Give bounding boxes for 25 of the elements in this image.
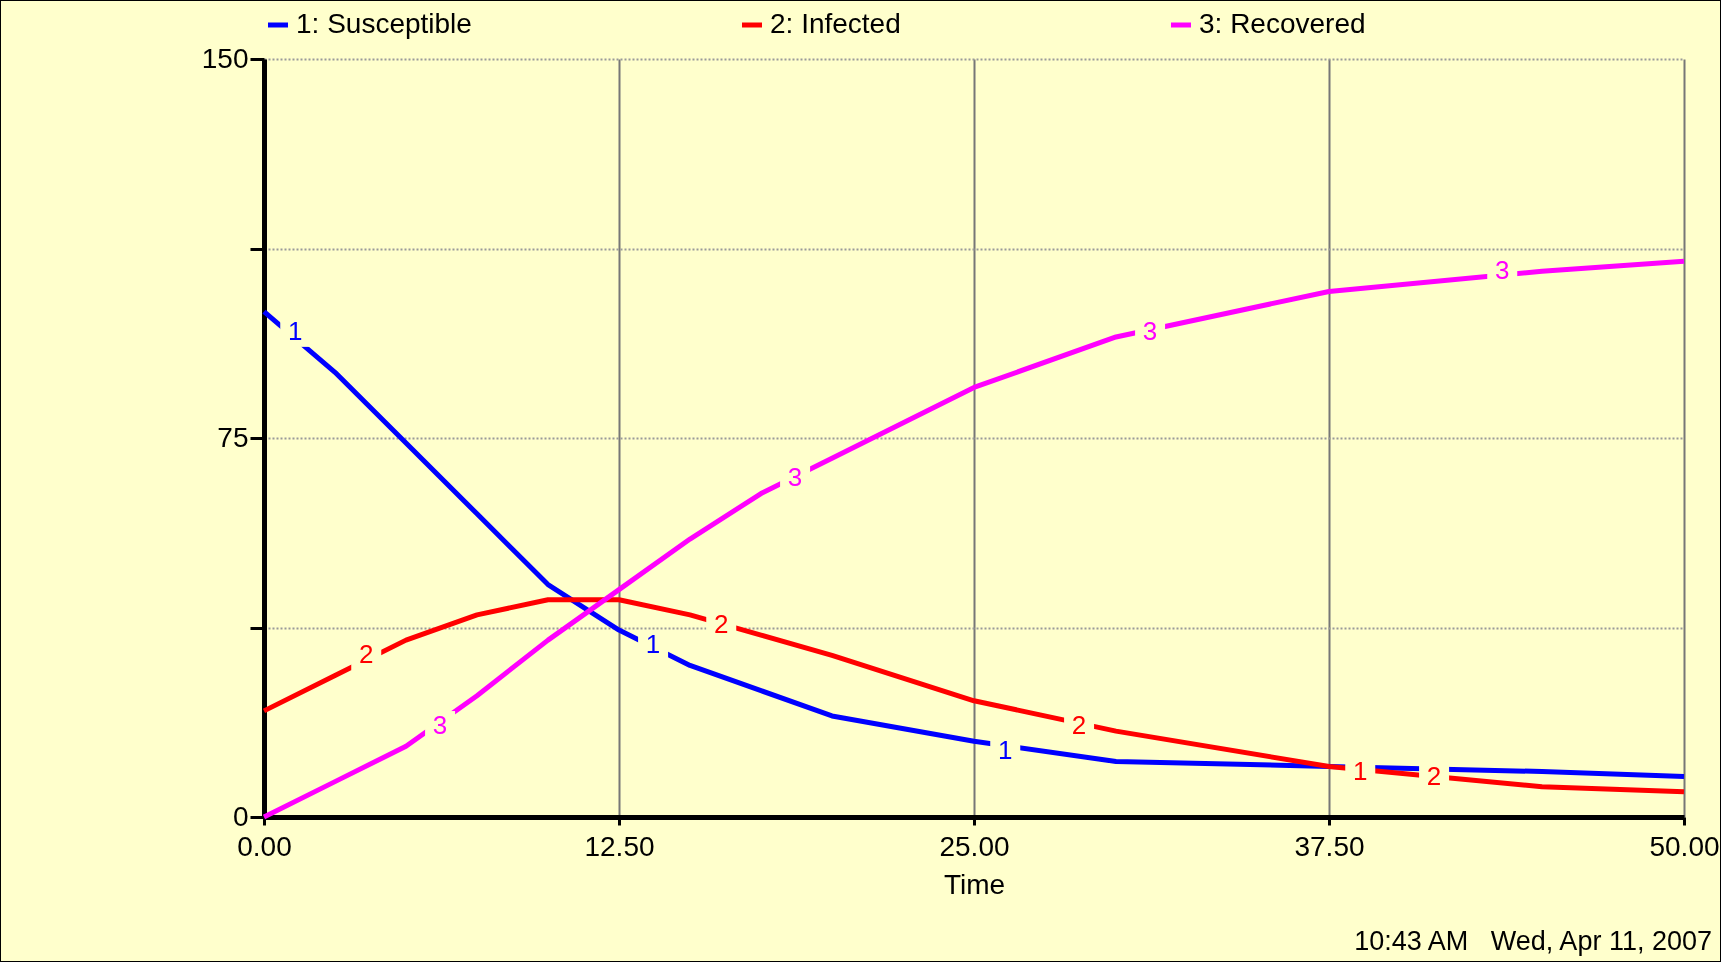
legend-label: 3: Recovered bbox=[1199, 8, 1366, 39]
legend-label: 1: Susceptible bbox=[296, 8, 472, 39]
annotation: 3 bbox=[1142, 315, 1158, 346]
x-tick-label: 50.00 bbox=[1649, 830, 1720, 862]
x-tick-label: 12.50 bbox=[584, 830, 655, 862]
x-tick-label: 0.00 bbox=[237, 830, 292, 862]
annotation: 1 bbox=[1353, 755, 1368, 786]
y-tick-label: 0 bbox=[232, 800, 249, 832]
x-tick-label: 37.50 bbox=[1294, 830, 1365, 862]
annotation: 2 bbox=[714, 608, 729, 639]
y-tick-label: 75 bbox=[217, 421, 249, 453]
annotation: 3 bbox=[432, 710, 448, 741]
annotation: 2 bbox=[359, 639, 374, 670]
annotation: 1 bbox=[645, 629, 661, 660]
y-tick-label: 150 bbox=[201, 42, 249, 74]
legend-label: 2: Infected bbox=[770, 8, 901, 39]
x-axis-title: Time bbox=[943, 868, 1006, 900]
annotation: 2 bbox=[1071, 710, 1087, 741]
annotation: 3 bbox=[1495, 255, 1510, 286]
annotation: 1 bbox=[998, 735, 1013, 766]
text: 10:43 AM Wed, Apr 11, 2007 bbox=[1354, 926, 1712, 957]
annotation: 3 bbox=[787, 462, 803, 493]
x-tick-label: 25.00 bbox=[939, 830, 1010, 862]
annotation: 1 bbox=[288, 315, 303, 346]
annotation: 2 bbox=[1426, 760, 1442, 791]
